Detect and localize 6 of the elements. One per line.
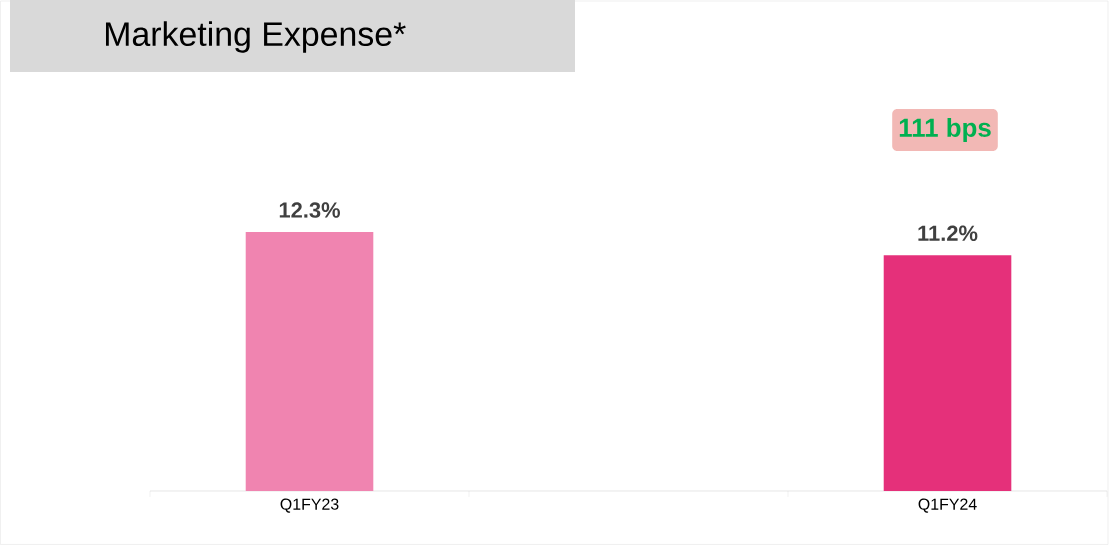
chart-title: Marketing Expense*	[105, 21, 406, 53]
data-label: 11.2%	[918, 225, 978, 241]
x-tick-label: Q1FY24	[918, 498, 977, 513]
text: 111 bps	[899, 117, 991, 143]
x-tick-label: Q1FY23	[280, 498, 339, 513]
data-label: 12.3%	[279, 202, 340, 218]
